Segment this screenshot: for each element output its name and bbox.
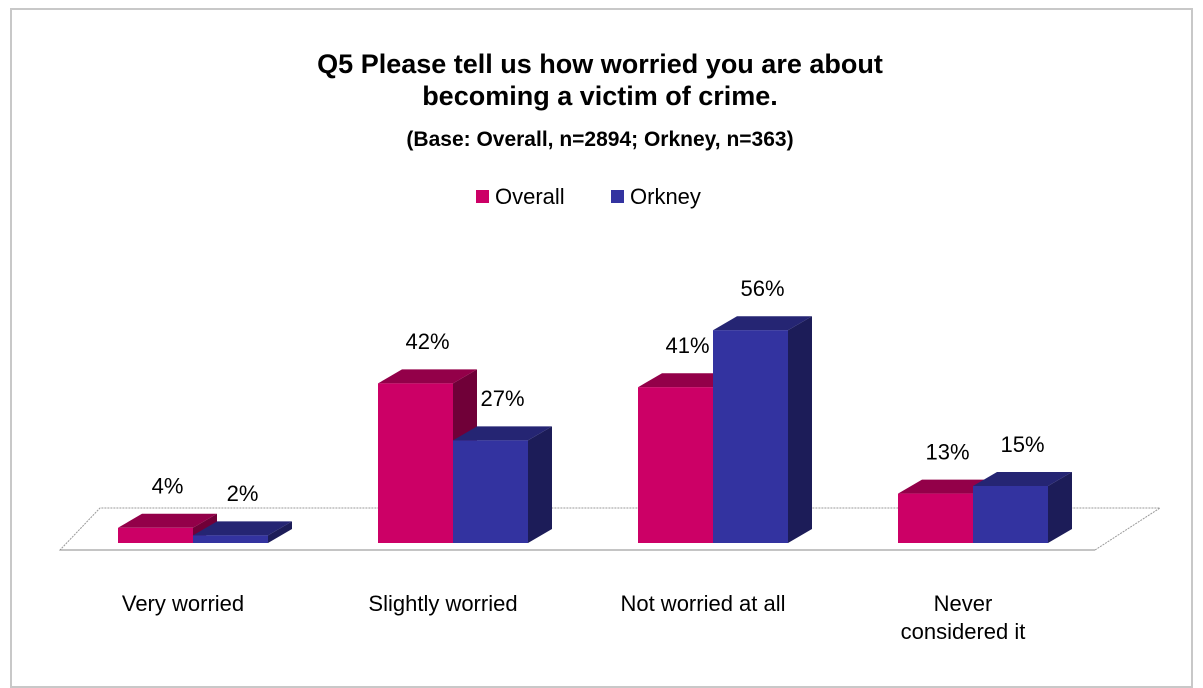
x-tick-label: Slightly worried [368, 591, 518, 616]
bar-top [713, 316, 812, 331]
bar-top [193, 521, 292, 536]
bar [973, 472, 1072, 543]
legend-swatch [476, 190, 489, 203]
bar-side [528, 426, 552, 543]
bar-front [118, 527, 193, 543]
x-tick-label: Very worried [121, 591, 245, 616]
bar-front [453, 440, 528, 543]
legend-label: Orkney [630, 184, 701, 209]
bar-front [973, 486, 1048, 543]
page: Q5 Please tell us how worried you are ab… [10, 8, 1193, 688]
x-tick-label: Never considered it [900, 591, 1026, 644]
bar-top [638, 373, 737, 388]
bar [193, 521, 292, 543]
bar-side [788, 316, 812, 543]
bar [118, 513, 217, 543]
bar-top [453, 426, 552, 441]
bar-top [378, 369, 477, 384]
bar-front [713, 330, 788, 543]
bar-front [638, 387, 713, 543]
bar-side [268, 521, 292, 543]
bar-top [973, 472, 1072, 486]
data-label: 27% [480, 386, 524, 411]
legend-swatch [611, 190, 624, 203]
data-label: 2% [227, 481, 259, 506]
chart: Overall Orkney 4% 2% 42% 27% 41% 56% 13% 15% [58, 184, 1162, 551]
legend-label: Overall [495, 184, 565, 209]
bar-top [898, 479, 997, 494]
data-label: 13% [925, 439, 969, 464]
bar-front [378, 383, 453, 543]
chart-title: Q5 Please tell us how worried you are ab… [317, 49, 883, 111]
bar-front [193, 535, 268, 543]
bar-side [1048, 472, 1072, 543]
data-label: 4% [152, 474, 184, 499]
chart-subtitle: (Base: Overall, n=2894; Orkney, n=363) [406, 128, 794, 151]
bar-front [898, 493, 973, 543]
bar [453, 426, 552, 543]
data-label: 15% [1000, 432, 1044, 457]
data-label: 42% [405, 329, 449, 354]
data-label: 41% [665, 333, 709, 358]
x-tick-label: Not worried at all [620, 591, 786, 616]
bar-top [118, 513, 217, 528]
bar [713, 316, 812, 543]
data-label: 56% [740, 276, 784, 301]
